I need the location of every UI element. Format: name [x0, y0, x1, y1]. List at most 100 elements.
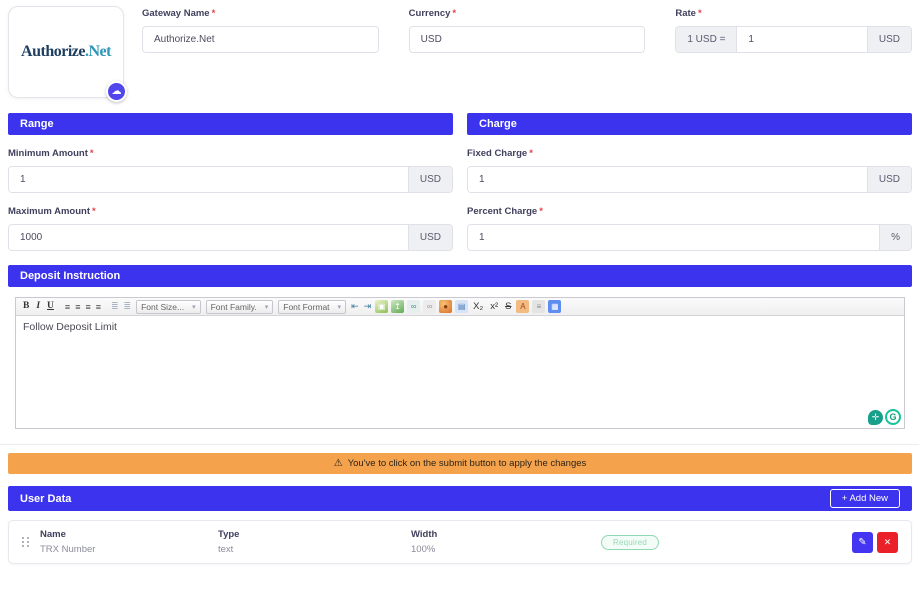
close-icon: ✕ [883, 536, 892, 547]
editor-text: Follow Deposit Limit [23, 321, 117, 333]
required-asterisk: * [697, 8, 702, 19]
required-asterisk: * [89, 148, 94, 159]
type-column-header: Type [218, 529, 240, 540]
row-actions: ✎ ✕ [852, 531, 898, 553]
gateway-name-label: Gateway Name * [142, 8, 216, 19]
source-edit-icon[interactable]: ▤ [455, 300, 469, 313]
upload-image-button[interactable]: ☁ [106, 81, 127, 102]
range-section-header: Range [8, 113, 453, 135]
required-asterisk: * [452, 8, 457, 19]
currency-input[interactable] [408, 26, 646, 53]
deposit-title: Deposit Instruction [20, 270, 121, 282]
drag-handle-icon[interactable] [22, 537, 30, 547]
gateway-name-input[interactable] [142, 26, 379, 53]
row-name-cell: Name TRX Number [40, 529, 218, 555]
insert-table-icon[interactable]: ▦ [548, 300, 562, 313]
gateway-logo-wrap: Authorize.Net ☁ [8, 6, 127, 102]
rate-field: Rate * 1 USD = USD [675, 8, 913, 98]
grammarly-icon[interactable]: G [885, 409, 901, 425]
edit-row-button[interactable]: ✎ [852, 531, 873, 553]
maximum-amount-label: Maximum Amount * [8, 206, 96, 217]
insert-file-icon[interactable]: ↥ [391, 300, 405, 313]
fixed-charge-suffix: USD [866, 167, 911, 192]
maximum-amount-group: USD [8, 224, 453, 251]
italic-button[interactable]: I [36, 301, 41, 311]
unordered-list-icon[interactable]: ≣ [123, 301, 132, 311]
minimum-amount-input[interactable] [9, 167, 408, 192]
currency-label: Currency * [408, 8, 457, 19]
required-asterisk: * [91, 206, 96, 217]
gateway-header: Authorize.Net ☁ Gateway Name * Currency … [0, 0, 919, 102]
delete-row-button[interactable]: ✕ [877, 531, 898, 553]
required-asterisk: * [211, 8, 216, 19]
name-column-header: Name [40, 529, 66, 540]
grammarly-suggestion-icon[interactable]: ✛ [868, 409, 883, 425]
font-size-select[interactable]: Font Size... ▾ [136, 299, 201, 314]
maximum-amount-input[interactable] [9, 225, 408, 250]
outdent-icon[interactable]: ⇤ [351, 301, 359, 311]
percent-charge-input[interactable] [468, 225, 880, 250]
percent-charge-suffix: % [879, 225, 911, 250]
warning-icon: ⚠ [333, 458, 343, 469]
font-format-select[interactable]: Font Format ▾ [278, 299, 347, 314]
remove-format-icon[interactable]: A [516, 300, 530, 313]
maximum-amount-suffix: USD [407, 225, 452, 250]
special-media-icon[interactable]: ● [439, 300, 453, 313]
font-family-select[interactable]: Font Family. ▾ [205, 299, 274, 314]
range-title: Range [20, 118, 54, 130]
horizontal-rule-icon[interactable]: ≡ [532, 300, 546, 313]
align-center-icon[interactable]: ≡ [75, 301, 81, 312]
range-charge-row: Range Minimum Amount * USD Maximum Amoun… [8, 113, 912, 251]
currency-field: Currency * [408, 8, 646, 98]
required-asterisk: * [539, 206, 543, 217]
required-badge: Required [601, 534, 660, 550]
rich-text-editor: B I U ≡ ≡ ≡ ≡ ≣ ≣ Font Size... ▾ Font Fa… [15, 297, 905, 429]
notice-text: You've to click on the submit button to … [347, 458, 587, 469]
align-justify-icon[interactable]: ≡ [95, 301, 101, 312]
underline-button[interactable]: U [47, 301, 54, 311]
deposit-section-header: Deposit Instruction [8, 265, 912, 287]
indent-icon[interactable]: ⇥ [363, 301, 372, 311]
strikethrough-button[interactable]: S [505, 301, 512, 312]
fixed-charge-input[interactable] [468, 167, 867, 192]
gateway-logo: Authorize.Net [21, 43, 111, 61]
editor-content-area[interactable]: Follow Deposit Limit ✛ G [16, 316, 904, 428]
insert-image-icon[interactable]: ▣ [375, 300, 389, 313]
user-data-section: User Data + Add New [8, 486, 912, 511]
logo-text-primary: Authorize [21, 43, 85, 60]
pencil-icon: ✎ [858, 536, 867, 548]
rate-suffix: USD [866, 27, 912, 52]
chevron-down-icon: ▾ [264, 303, 269, 311]
gateway-logo-card: Authorize.Net [8, 6, 124, 98]
row-width-value: 100% [411, 544, 436, 555]
cloud-upload-icon: ☁ [111, 86, 122, 97]
row-type-cell: Type text [218, 529, 411, 555]
subscript-button[interactable]: X₂ [473, 301, 484, 312]
align-left-icon[interactable]: ≡ [64, 301, 71, 312]
rate-input[interactable] [737, 27, 867, 52]
editor-toolbar: B I U ≡ ≡ ≡ ≡ ≣ ≣ Font Size... ▾ Font Fa… [16, 298, 904, 316]
charge-section-header: Charge [467, 113, 912, 135]
superscript-button[interactable]: x² [490, 301, 499, 312]
align-right-icon[interactable]: ≡ [85, 301, 91, 312]
rate-prefix: 1 USD = [676, 27, 738, 52]
row-name-value: TRX Number [40, 544, 96, 555]
minimum-amount-label: Minimum Amount * [8, 148, 94, 159]
ordered-list-icon[interactable]: ≣ [110, 301, 119, 311]
gateway-name-field: Gateway Name * [142, 8, 379, 98]
rate-input-group: 1 USD = USD [675, 26, 913, 53]
chevron-down-icon: ▾ [337, 303, 342, 311]
link-icon[interactable]: ∞ [407, 300, 421, 313]
chevron-down-icon: ▾ [192, 303, 196, 311]
deposit-instruction-section: Deposit Instruction B I U ≡ ≡ ≡ ≡ ≣ ≣ Fo… [8, 265, 912, 429]
fixed-charge-group: USD [467, 166, 912, 193]
row-width-cell: Width 100% [411, 529, 601, 555]
add-new-button[interactable]: + Add New [829, 489, 900, 508]
row-type-value: text [218, 544, 234, 555]
unlink-icon[interactable]: ∞ [423, 300, 437, 313]
user-data-header: User Data + Add New [8, 486, 912, 511]
charge-title: Charge [479, 118, 517, 130]
bold-button[interactable]: B [23, 301, 30, 311]
fixed-charge-label: Fixed Charge * [467, 148, 533, 159]
